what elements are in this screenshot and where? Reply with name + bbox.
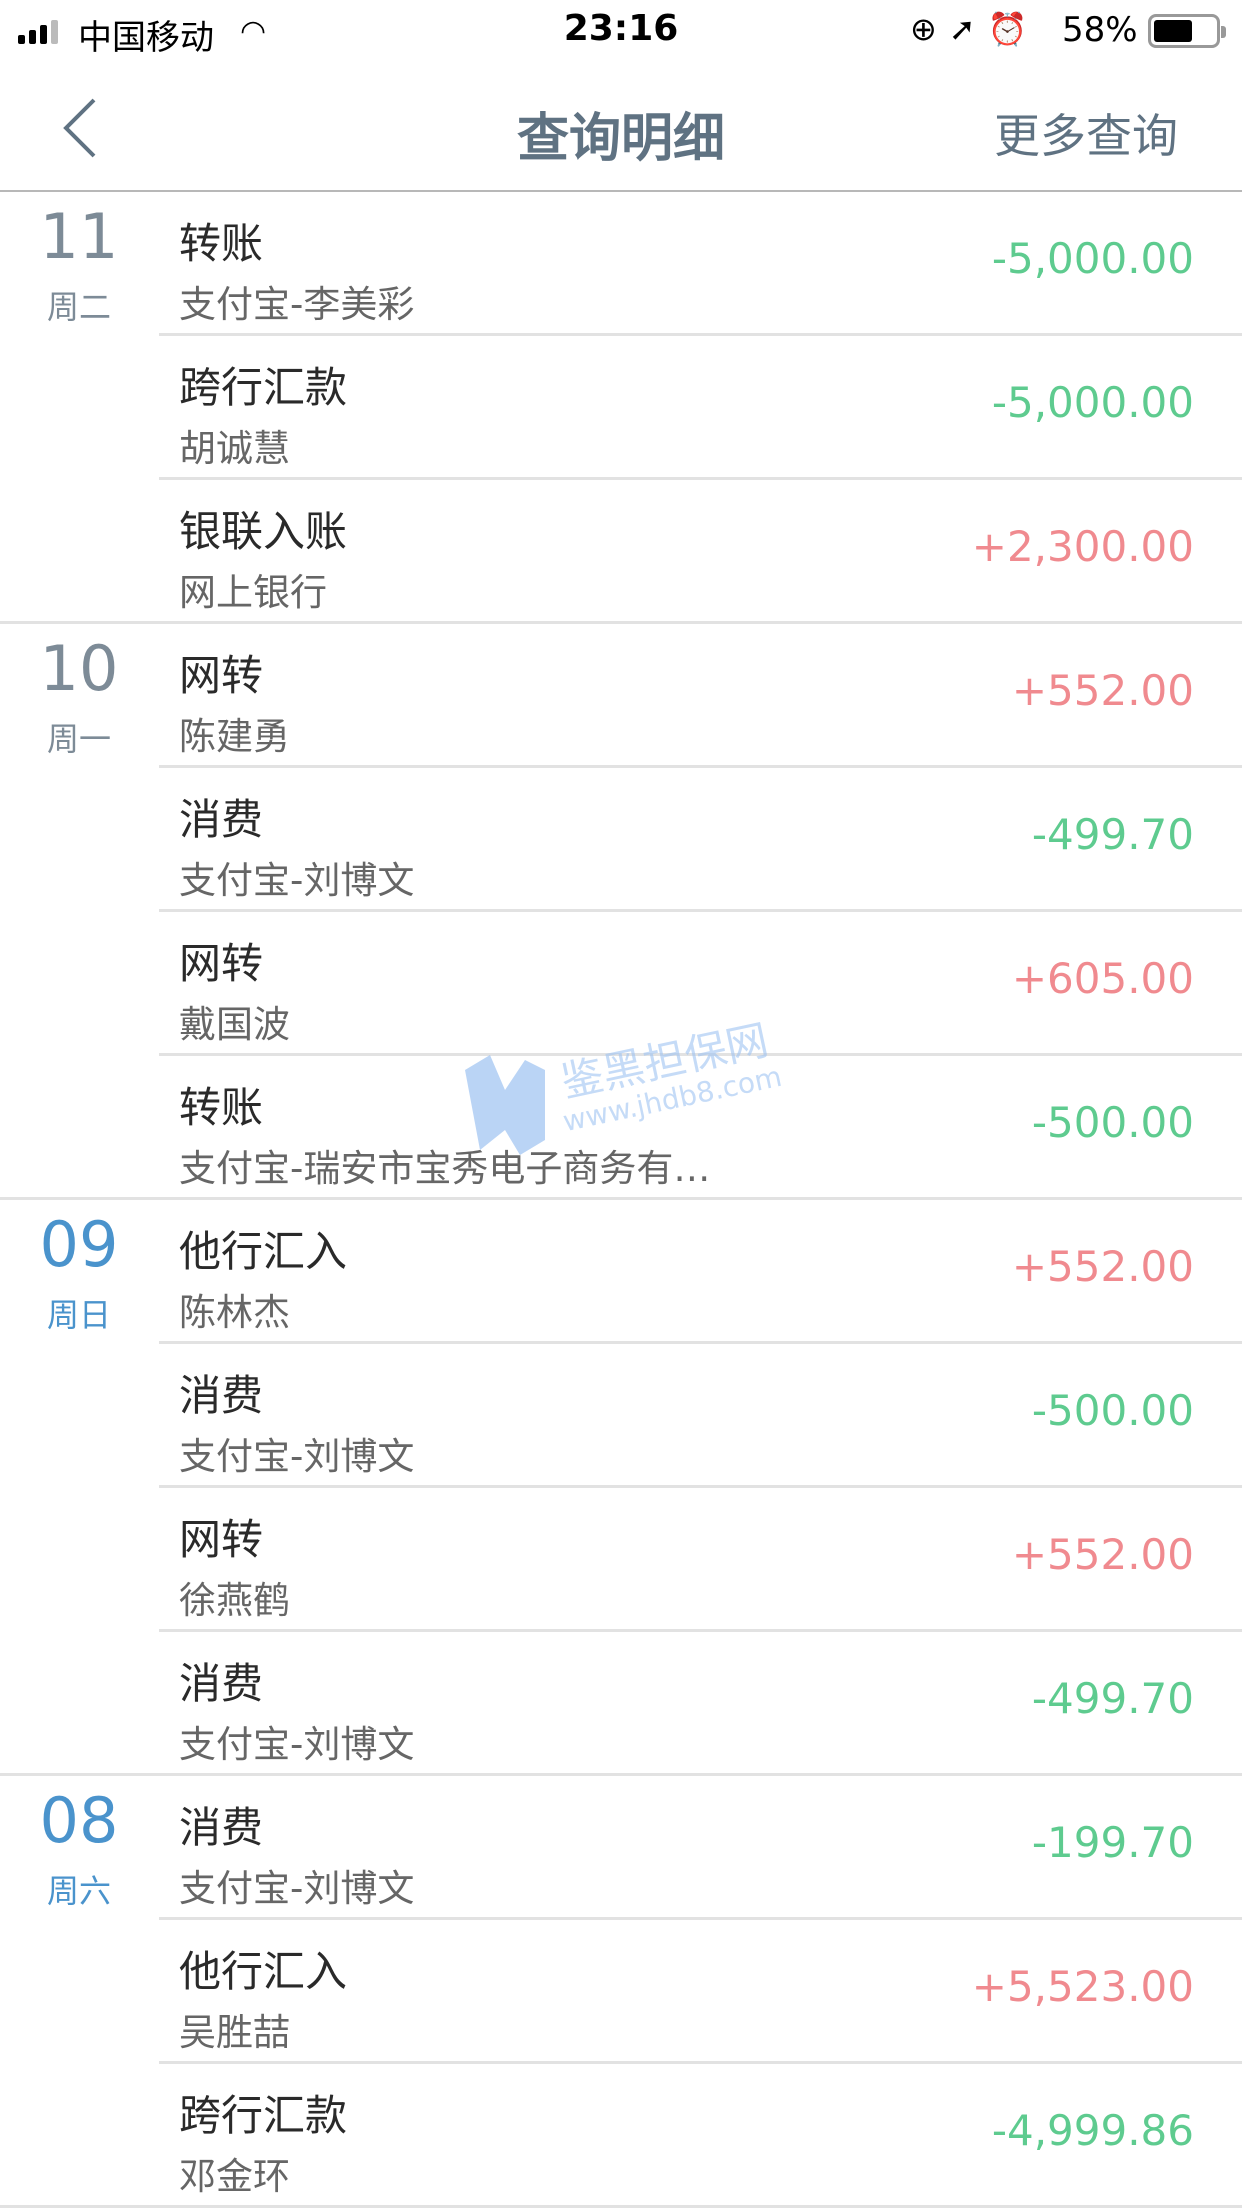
- page-title: 查询明细: [516, 109, 725, 169]
- transaction-amount: -499.70: [1031, 1674, 1194, 1723]
- nav-bar: 查询明细 更多查询: [0, 62, 1242, 192]
- transaction-type: 他行汇入: [179, 1947, 348, 1996]
- transaction-type: 网转: [179, 1515, 264, 1564]
- transaction-counterparty: 支付宝-李美彩: [179, 283, 415, 326]
- transaction-type: 网转: [179, 651, 264, 700]
- divider: [159, 909, 1242, 912]
- divider: [0, 2205, 1242, 2208]
- transaction-row[interactable]: 跨行汇款邓金环 -4,999.86: [0, 2064, 1242, 2208]
- transaction-counterparty: 支付宝-刘博文: [179, 1723, 415, 1766]
- rotation-lock-icon: ⊕: [910, 10, 949, 48]
- transaction-row[interactable]: 他行汇入吴胜喆 +5,523.00: [0, 1920, 1242, 2064]
- transaction-type: 他行汇入: [179, 1227, 348, 1276]
- transaction-amount: +552.00: [1011, 1242, 1194, 1291]
- transaction-type: 消费: [179, 1371, 264, 1420]
- chevron-left-icon[interactable]: [58, 96, 108, 160]
- transaction-amount: -500.00: [1031, 1098, 1194, 1147]
- transaction-amount: -499.70: [1031, 810, 1194, 859]
- divider: [159, 1917, 1242, 1920]
- divider: [0, 1197, 1242, 1200]
- divider: [159, 1341, 1242, 1344]
- transaction-type: 消费: [179, 795, 264, 844]
- divider: [159, 1629, 1242, 1632]
- transaction-row[interactable]: 网转徐燕鹤 +552.00: [0, 1488, 1242, 1632]
- signal-icon: [18, 20, 58, 44]
- battery-icon: [1148, 14, 1226, 48]
- transaction-amount: +552.00: [1011, 666, 1194, 715]
- transaction-counterparty: 戴国波: [179, 1003, 290, 1046]
- divider: [159, 765, 1242, 768]
- divider: [159, 2061, 1242, 2064]
- transaction-row[interactable]: 消费支付宝-刘博文 -499.70: [0, 768, 1242, 912]
- transaction-amount: +2,300.00: [971, 522, 1194, 571]
- transaction-row[interactable]: 11 周二 转账支付宝-李美彩 -5,000.00: [0, 192, 1242, 336]
- transaction-counterparty: 吴胜喆: [179, 2011, 290, 2054]
- transaction-counterparty: 徐燕鹤: [179, 1579, 290, 1622]
- transaction-counterparty: 邓金环: [179, 2155, 290, 2198]
- divider: [159, 1053, 1242, 1056]
- more-query-button[interactable]: 更多查询: [994, 109, 1178, 163]
- transaction-row[interactable]: 网转戴国波 +605.00: [0, 912, 1242, 1056]
- transaction-row[interactable]: 银联入账网上银行 +2,300.00: [0, 480, 1242, 624]
- carrier: 中国移动: [78, 18, 214, 58]
- clock: 23:16: [563, 8, 679, 49]
- transaction-amount: -500.00: [1031, 1386, 1194, 1435]
- date-weekday: 周二: [46, 288, 111, 326]
- transaction-type: 转账: [179, 1083, 264, 1132]
- transaction-amount: +605.00: [1011, 954, 1194, 1003]
- wifi-icon: ◠: [240, 14, 267, 49]
- date-day: 11: [39, 200, 119, 273]
- transaction-amount: +552.00: [1011, 1530, 1194, 1579]
- transaction-amount: -199.70: [1031, 1818, 1194, 1867]
- date-day: 08: [39, 1784, 119, 1857]
- location-icon: ➚: [948, 10, 988, 48]
- transaction-row[interactable]: 转账支付宝-瑞安市宝秀电子商务有… -500.00: [0, 1056, 1242, 1200]
- transaction-counterparty: 支付宝-瑞安市宝秀电子商务有…: [179, 1147, 711, 1190]
- transaction-row[interactable]: 消费支付宝-刘博文 -500.00: [0, 1344, 1242, 1488]
- transaction-list: 11 周二 转账 支付宝-李美彩 -5,000.00 跨行汇款 胡诚慧 -5,000.00 银联…: [0, 192, 1242, 2208]
- transaction-row[interactable]: 08 周六 消费支付宝-刘博文 -199.70: [0, 1776, 1242, 1920]
- divider: [0, 1773, 1242, 1776]
- date-weekday: 周日: [46, 1296, 111, 1334]
- battery-percent: 58%: [1062, 10, 1138, 50]
- transaction-row[interactable]: 消费支付宝-刘博文 -499.70: [0, 1632, 1242, 1776]
- alarm-icon: ⏰: [987, 10, 1040, 48]
- date-weekday: 周一: [46, 720, 111, 758]
- divider: [159, 477, 1242, 480]
- transaction-type: 银联入账: [179, 507, 348, 556]
- transaction-counterparty: 支付宝-刘博文: [179, 1435, 415, 1478]
- transaction-counterparty: 支付宝-刘博文: [179, 859, 415, 902]
- transaction-amount: -5,000.00: [991, 378, 1194, 427]
- transaction-type: 跨行汇款: [179, 363, 348, 412]
- divider: [159, 333, 1242, 336]
- date-day: 10: [39, 632, 119, 705]
- transaction-counterparty: 陈林杰: [179, 1291, 290, 1334]
- transaction-amount: +5,523.00: [971, 1962, 1194, 2011]
- date-weekday: 周六: [46, 1872, 111, 1910]
- divider: [0, 621, 1242, 624]
- transaction-counterparty: 胡诚慧: [179, 427, 290, 470]
- transaction-type: 网转: [179, 939, 264, 988]
- transaction-type: 消费: [179, 1659, 264, 1708]
- transaction-type: 消费: [179, 1803, 264, 1852]
- transaction-amount: -4,999.86: [991, 2106, 1194, 2155]
- transaction-row[interactable]: 10 周一 网转陈建勇 +552.00: [0, 624, 1242, 768]
- status-icons: ⊕➚⏰: [910, 10, 1039, 48]
- transaction-row[interactable]: 09 周日 他行汇入陈林杰 +552.00: [0, 1200, 1242, 1344]
- transaction-row[interactable]: 跨行汇款胡诚慧 -5,000.00: [0, 336, 1242, 480]
- divider: [159, 1485, 1242, 1488]
- transaction-counterparty: 网上银行: [179, 571, 327, 614]
- status-bar: 中国移动 ◠ 23:16 ⊕➚⏰ 58%: [0, 0, 1242, 62]
- transaction-amount: -5,000.00: [991, 234, 1194, 283]
- transaction-type: 转账: [179, 219, 264, 268]
- transaction-type: 跨行汇款: [179, 2091, 348, 2140]
- date-day: 09: [39, 1208, 119, 1281]
- transaction-counterparty: 陈建勇: [179, 715, 290, 758]
- transaction-counterparty: 支付宝-刘博文: [179, 1867, 415, 1910]
